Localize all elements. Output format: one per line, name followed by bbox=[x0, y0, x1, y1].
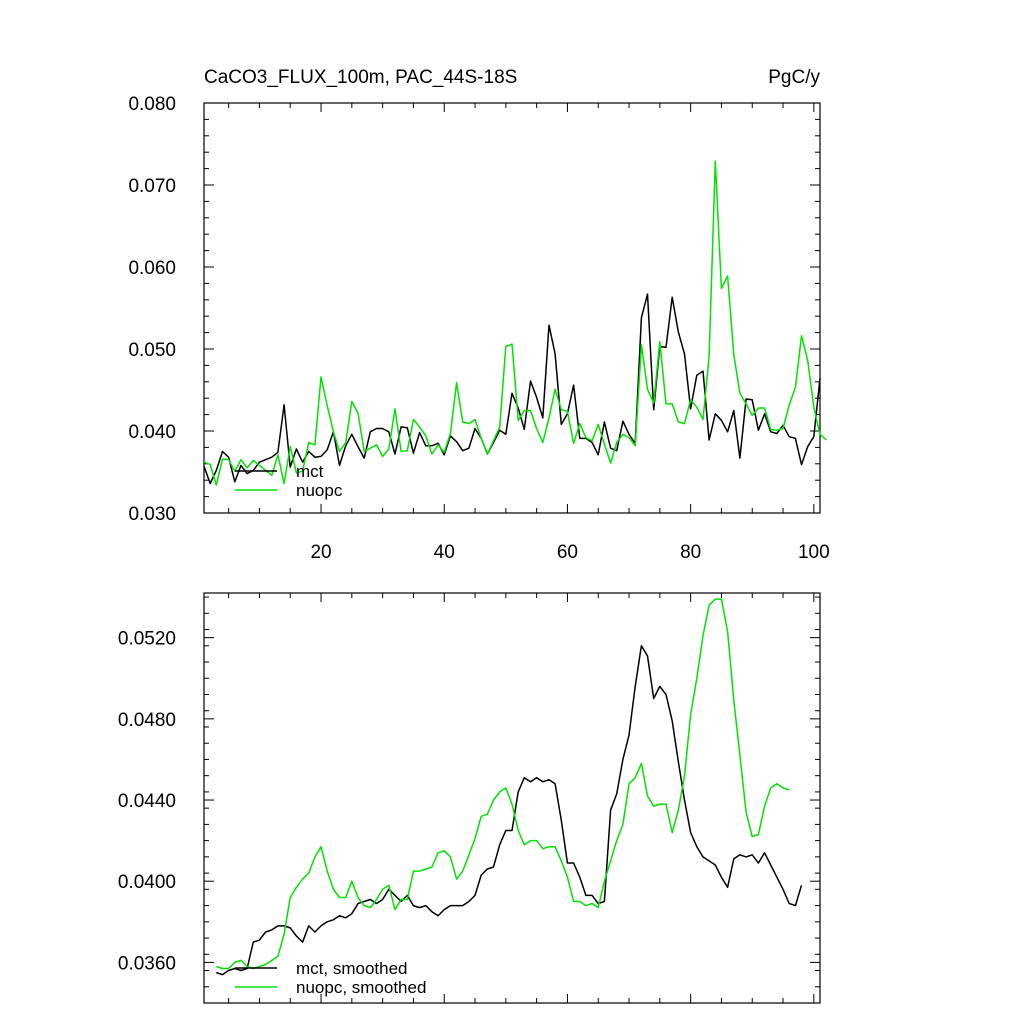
x-tick-label: 20 bbox=[310, 542, 331, 563]
legend-label-nuopc-smoothed: nuopc, smoothed bbox=[296, 978, 426, 997]
legend-bottom: mct, smoothed nuopc, smoothed bbox=[235, 959, 426, 997]
series-lines-top bbox=[203, 160, 827, 486]
y-tick-label: 0.0520 bbox=[118, 629, 176, 650]
top-panel: CaCO3_FLUX_100m, PAC_44S-18S PgC/y 20 40 6… bbox=[128, 67, 829, 563]
axis-ticks-top: 20 40 60 80 100 0.030 0.040 0.050 0.060 0.070 0.08… bbox=[128, 94, 829, 563]
legend-label-mct-smoothed: mct, smoothed bbox=[296, 959, 408, 978]
y-tick-label: 0.0480 bbox=[118, 710, 176, 731]
top-series-mct bbox=[203, 293, 821, 485]
plot-frame-top bbox=[203, 102, 821, 514]
y-tick-label: 0.0440 bbox=[118, 791, 176, 812]
bottom-panel: 0.0360 0.0400 0.0440 0.0480 0.0520 mct, smoo… bbox=[118, 592, 821, 1004]
y-tick-label: 0.050 bbox=[128, 340, 176, 361]
legend-top: mct nuopc bbox=[235, 462, 343, 500]
bottom-series-mct-smoothed bbox=[216, 645, 803, 976]
top-series-nuopc bbox=[203, 160, 827, 486]
y-tick-label: 0.040 bbox=[128, 422, 176, 443]
legend-label-nuopc: nuopc bbox=[296, 481, 343, 500]
series-lines-bottom bbox=[216, 598, 803, 976]
x-tick-label: 100 bbox=[798, 542, 830, 563]
y-tick-label: 0.0400 bbox=[118, 872, 176, 893]
y-tick-label: 0.0360 bbox=[118, 953, 176, 974]
chart-units: PgC/y bbox=[768, 67, 820, 88]
plot-frame-bottom bbox=[203, 592, 821, 1004]
chart-title: CaCO3_FLUX_100m, PAC_44S-18S bbox=[204, 67, 517, 88]
y-tick-label: 0.070 bbox=[128, 176, 176, 197]
axis-ticks-bottom: 0.0360 0.0400 0.0440 0.0480 0.0520 bbox=[118, 593, 820, 1004]
y-tick-label: 0.030 bbox=[128, 504, 176, 525]
y-tick-label: 0.080 bbox=[128, 94, 176, 115]
y-tick-label: 0.060 bbox=[128, 258, 176, 279]
legend-label-mct: mct bbox=[296, 462, 324, 481]
x-tick-label: 60 bbox=[557, 542, 578, 563]
x-tick-label: 40 bbox=[434, 542, 455, 563]
bottom-series-nuopc-smoothed bbox=[216, 598, 790, 970]
x-tick-label: 80 bbox=[680, 542, 701, 563]
